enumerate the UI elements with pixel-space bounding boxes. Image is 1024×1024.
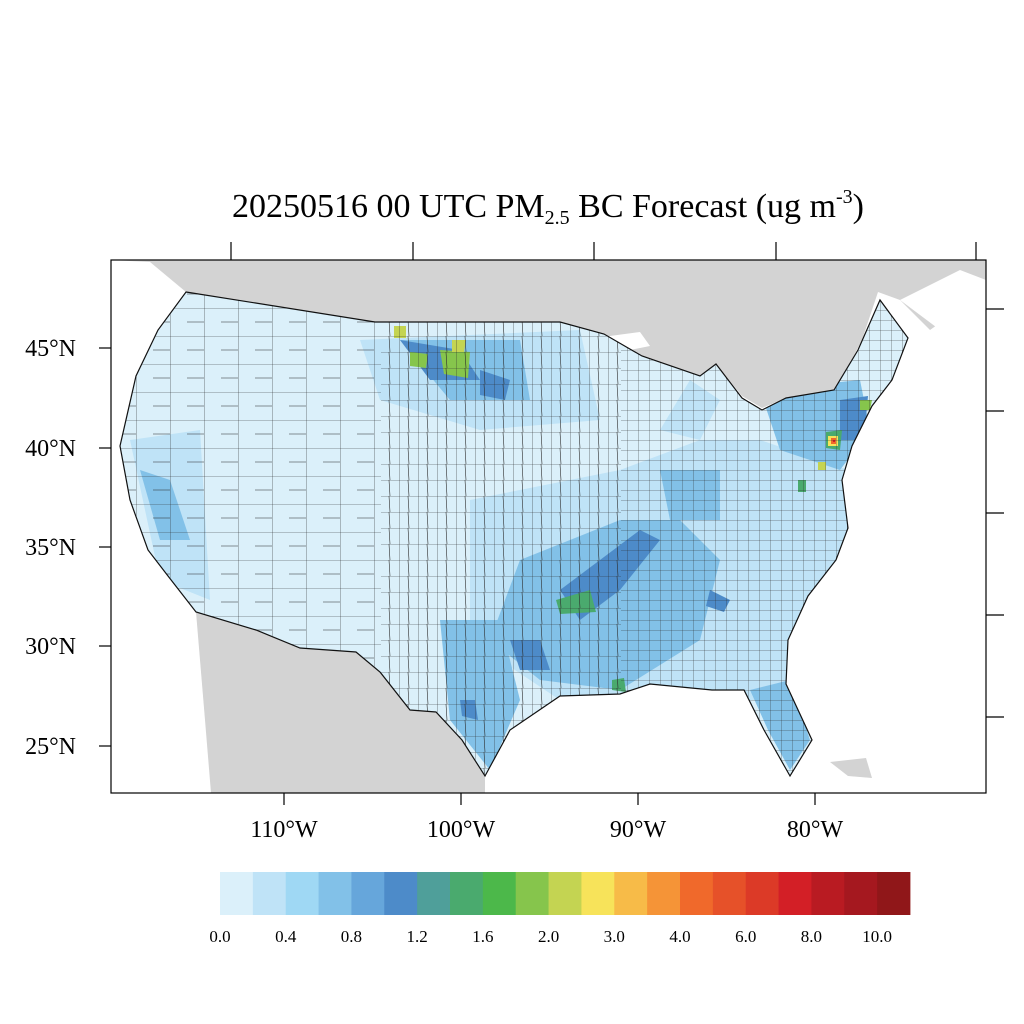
lat-label: 40°N	[25, 436, 76, 462]
colorbar-swatch	[844, 872, 878, 915]
colorbar-label: 1.6	[472, 927, 493, 946]
colorbar-swatch	[482, 872, 517, 915]
colorbar-swatch	[252, 872, 287, 915]
colorbar-label: 2.0	[538, 927, 559, 946]
colorbar-swatch	[417, 872, 451, 915]
longitude-labels: 110°W 100°W 90°W 80°W	[250, 817, 843, 843]
colorbar-swatch	[712, 872, 747, 915]
lon-label: 100°W	[427, 817, 496, 843]
lat-label: 45°N	[25, 336, 76, 362]
us-outline	[119, 291, 909, 778]
lon-label: 80°W	[787, 817, 844, 843]
colorbar-swatch	[450, 872, 484, 915]
colorbar-swatch	[614, 872, 648, 915]
map-title: 20250516 00 UTC PM2.5 BC Forecast (ug m-…	[232, 186, 864, 229]
colorbar-label: 0.8	[341, 927, 362, 946]
lon-label: 110°W	[250, 817, 318, 843]
colorbar-label: 1.2	[407, 927, 428, 946]
colorbar-label: 3.0	[604, 927, 625, 946]
colorbar-label: 8.0	[801, 927, 822, 946]
colorbar-swatch	[351, 872, 385, 915]
lat-label: 35°N	[25, 535, 76, 561]
map-frame	[110, 259, 987, 794]
axis-ticks	[99, 242, 1004, 805]
colorbar-label: 6.0	[735, 927, 756, 946]
colorbar-labels: 0.0 0.4 0.8 1.2 1.6 2.0 3.0 4.0 6.0 8.0 10.0	[209, 927, 892, 946]
colorbar-swatch	[384, 872, 418, 915]
colorbar-swatch	[811, 872, 845, 915]
colorbar-label: 0.4	[275, 927, 297, 946]
colorbar-swatch	[778, 872, 812, 915]
latitude-labels: 45°N 40°N 35°N 30°N 25°N	[25, 336, 76, 760]
colorbar-swatch	[745, 872, 779, 915]
colorbar-swatch	[285, 872, 319, 915]
colorbar-swatch	[220, 872, 254, 915]
lon-label: 90°W	[610, 817, 667, 843]
colorbar-swatch	[877, 872, 911, 915]
colorbar-swatch	[515, 872, 549, 915]
colorbar-swatch	[318, 872, 352, 915]
colorbar-label: 0.0	[209, 927, 230, 946]
lat-label: 25°N	[25, 734, 76, 760]
colorbar-swatch	[647, 872, 681, 915]
lat-label: 30°N	[25, 634, 76, 660]
colorbar-label: 4.0	[669, 927, 690, 946]
colorbar	[220, 872, 911, 915]
colorbar-label: 10.0	[862, 927, 892, 946]
colorbar-swatch	[548, 872, 582, 915]
colorbar-swatch	[680, 872, 714, 915]
colorbar-swatch	[581, 872, 615, 915]
